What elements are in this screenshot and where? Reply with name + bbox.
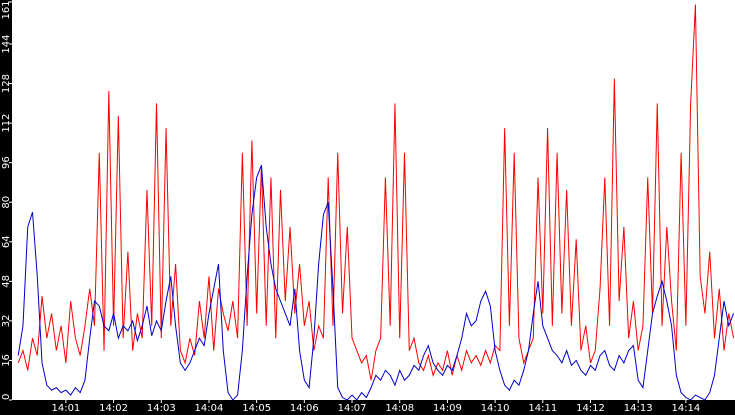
x-tick-label: 14:06 (290, 403, 319, 414)
x-tick-label: 14:02 (99, 403, 128, 414)
x-tick-label: 14:05 (242, 403, 271, 414)
y-tick-label: 16 (1, 354, 12, 367)
y-tick-label: 0 (1, 394, 12, 400)
x-tick-label: 14:10 (481, 403, 510, 414)
y-tick-label: 161 (1, 0, 12, 19)
x-tick-label: 14:09 (433, 403, 462, 414)
y-tick-label: 128 (1, 74, 12, 93)
x-axis-strip (0, 400, 735, 415)
x-tick-label: 14:07 (338, 403, 367, 414)
y-tick-label: 112 (1, 114, 12, 133)
x-tick-label: 14:12 (576, 403, 605, 414)
y-axis-strip (0, 0, 12, 415)
x-tick-label: 14:08 (385, 403, 414, 414)
x-tick-label: 14:14 (671, 403, 700, 414)
x-tick-label: 14:04 (195, 403, 224, 414)
x-tick-label: 14:11 (528, 403, 557, 414)
y-tick-label: 80 (1, 196, 12, 209)
y-tick-label: 48 (1, 275, 12, 288)
x-tick-label: 14:03 (147, 403, 176, 414)
y-tick-label: 32 (1, 315, 12, 328)
y-tick-label: 96 (1, 156, 12, 169)
series-line (17, 4, 735, 381)
y-tick-label: 144 (1, 34, 12, 53)
x-tick-label: 14:13 (624, 403, 653, 414)
x-tick-label: 14:01 (51, 403, 80, 414)
y-tick-label: 64 (1, 235, 12, 248)
series-line (17, 164, 735, 401)
